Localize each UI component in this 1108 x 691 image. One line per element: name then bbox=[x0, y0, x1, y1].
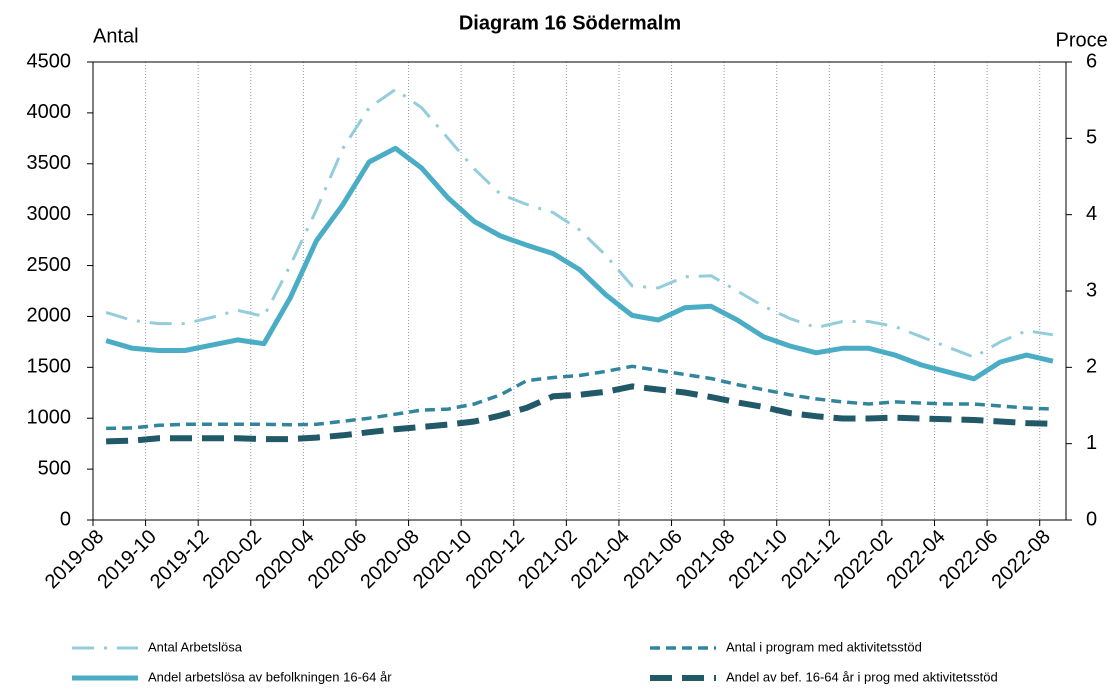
y2-tick-label: 6 bbox=[1086, 50, 1097, 72]
chart-title: Diagram 16 Södermalm bbox=[459, 12, 681, 34]
y-tick-label: 3500 bbox=[27, 152, 72, 174]
y2-tick-label: 4 bbox=[1086, 203, 1097, 225]
series-line bbox=[106, 383, 1053, 445]
y2-tick-label: 2 bbox=[1086, 356, 1097, 378]
y2-tick-label: 0 bbox=[1086, 508, 1097, 530]
y2-tick-label: 3 bbox=[1086, 279, 1097, 301]
y-tick-label: 4000 bbox=[27, 101, 72, 123]
y-tick-label: 2000 bbox=[27, 305, 72, 327]
series-line bbox=[105, 88, 1054, 359]
y-tick-label: 0 bbox=[60, 508, 71, 530]
y-tick-label: 500 bbox=[38, 457, 71, 479]
plot-frame bbox=[92, 61, 1067, 521]
y-tick-label: 1500 bbox=[27, 356, 72, 378]
series-line bbox=[105, 145, 1054, 382]
y2-tick-label: 1 bbox=[1086, 432, 1097, 454]
y2-tick-label: 5 bbox=[1086, 127, 1097, 149]
legend-label: Andel arbetslösa av befolkningen 16-64 å… bbox=[148, 669, 392, 684]
y-tick-label: 3000 bbox=[27, 203, 72, 225]
x-tick-label: 2022-08 bbox=[988, 526, 1055, 593]
y-tick-label: 1000 bbox=[27, 407, 72, 429]
legend-label: Antal i program med aktivitetsstöd bbox=[726, 639, 922, 654]
y-axis-label: Antal bbox=[93, 25, 139, 47]
legend-label: Andel av bef. 16-64 år i prog med aktivi… bbox=[726, 669, 998, 684]
series-line bbox=[106, 364, 1053, 431]
y-tick-label: 4500 bbox=[27, 50, 72, 72]
legend-label: Antal Arbetslösa bbox=[148, 639, 243, 654]
y2-axis-label: Procent bbox=[1056, 29, 1108, 51]
y-tick-label: 2500 bbox=[27, 254, 72, 276]
